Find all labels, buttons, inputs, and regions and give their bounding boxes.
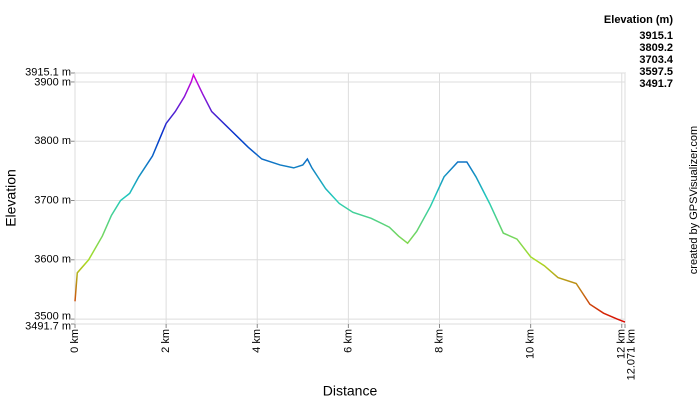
y-tick-label: 3915.1 m xyxy=(25,66,71,78)
legend-value: 3597.5 xyxy=(639,66,673,78)
legend-title: Elevation (m) xyxy=(604,14,673,26)
legend-value: 3703.4 xyxy=(639,54,674,66)
x-tick-label: 12.071 km xyxy=(626,329,638,380)
y-tick-label: 3700 m xyxy=(34,194,71,206)
x-tick-label: 2 km xyxy=(160,329,172,353)
x-tick-label: 10 km xyxy=(525,329,537,359)
x-tick-label: 12 km xyxy=(616,329,628,359)
y-tick-label: 3491.7 m xyxy=(25,320,71,332)
y-axis-label: Elevation xyxy=(3,169,19,227)
plot-area xyxy=(74,72,626,325)
x-axis-label: Distance xyxy=(323,383,378,399)
y-tick-label: 3600 m xyxy=(34,254,71,266)
legend-value: 3491.7 xyxy=(639,78,673,90)
legend-value: 3809.2 xyxy=(639,42,673,54)
legend-value: 3915.1 xyxy=(639,30,673,42)
x-tick-label: 4 km xyxy=(251,329,263,353)
elevation-line xyxy=(74,72,626,323)
x-tick-label: 8 km xyxy=(433,329,445,353)
credit: created by GPSVisualizer.com xyxy=(688,126,700,274)
x-tick-label: 6 km xyxy=(342,329,354,353)
y-tick-label: 3800 m xyxy=(34,135,71,147)
x-tick-label: 0 km xyxy=(69,329,81,353)
y-tick-label: 3900 m xyxy=(34,76,71,88)
y-tick-label: 3500 m xyxy=(34,310,71,322)
